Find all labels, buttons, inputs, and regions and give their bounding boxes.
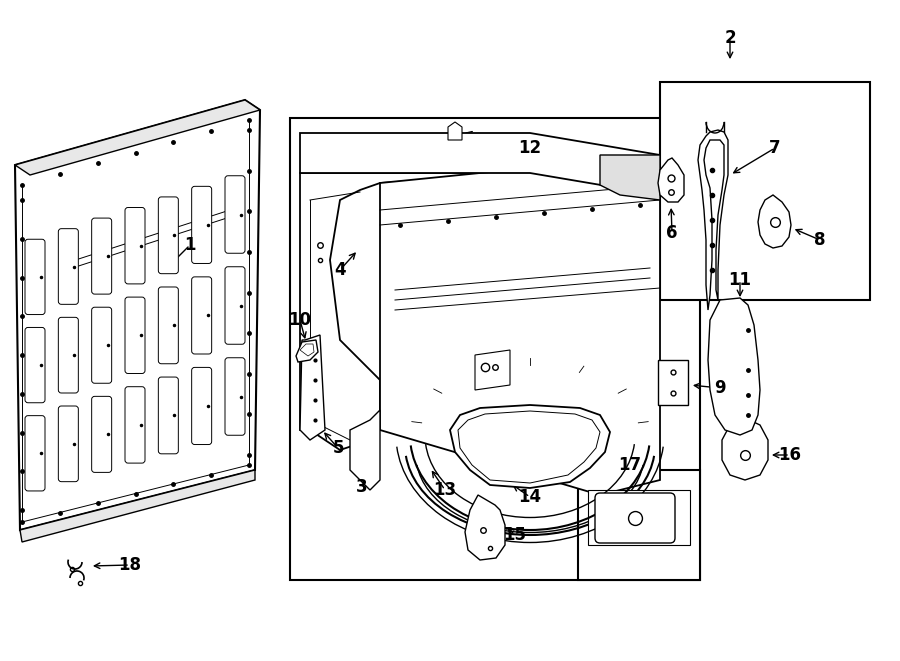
FancyBboxPatch shape [225,176,245,253]
Text: 18: 18 [119,556,141,574]
Text: 14: 14 [518,488,542,506]
FancyBboxPatch shape [25,327,45,403]
Polygon shape [658,158,684,202]
Text: 5: 5 [332,439,344,457]
FancyBboxPatch shape [125,387,145,463]
Polygon shape [20,470,255,542]
Polygon shape [758,195,791,248]
FancyBboxPatch shape [192,368,211,445]
FancyBboxPatch shape [25,416,45,491]
FancyBboxPatch shape [125,297,145,373]
Polygon shape [722,418,768,480]
FancyBboxPatch shape [595,493,675,543]
Polygon shape [708,298,760,435]
FancyBboxPatch shape [192,277,211,354]
Text: 3: 3 [356,478,368,496]
Polygon shape [458,411,600,483]
Polygon shape [588,490,690,545]
FancyBboxPatch shape [58,317,78,393]
FancyBboxPatch shape [158,377,178,454]
Polygon shape [15,100,260,530]
FancyBboxPatch shape [58,229,78,304]
FancyBboxPatch shape [192,186,211,264]
Text: 8: 8 [814,231,826,249]
Polygon shape [600,155,660,200]
Polygon shape [300,335,325,440]
Text: 7: 7 [770,139,781,157]
Polygon shape [450,405,610,488]
Polygon shape [300,173,530,450]
FancyBboxPatch shape [92,307,112,383]
Text: 17: 17 [618,456,642,474]
Polygon shape [290,118,700,580]
Text: 15: 15 [503,526,526,544]
FancyBboxPatch shape [92,397,112,473]
FancyBboxPatch shape [125,208,145,284]
Polygon shape [465,495,505,560]
Polygon shape [300,133,660,195]
Polygon shape [448,122,462,140]
Polygon shape [475,350,510,390]
FancyBboxPatch shape [225,267,245,344]
Text: 12: 12 [518,139,542,157]
Polygon shape [698,130,728,310]
Text: 10: 10 [289,311,311,329]
Text: 9: 9 [715,379,725,397]
Polygon shape [350,410,380,490]
Polygon shape [15,100,260,175]
Polygon shape [660,82,870,300]
Polygon shape [380,155,660,495]
Polygon shape [300,344,314,356]
Text: 16: 16 [778,446,802,464]
Polygon shape [296,340,318,362]
FancyBboxPatch shape [58,406,78,482]
Text: 1: 1 [184,236,196,254]
Polygon shape [658,360,688,405]
Text: 6: 6 [666,224,678,242]
FancyBboxPatch shape [25,239,45,315]
FancyBboxPatch shape [225,358,245,435]
Text: 11: 11 [728,271,752,289]
FancyBboxPatch shape [158,287,178,364]
Text: 2: 2 [724,29,736,47]
Text: 4: 4 [334,261,346,279]
FancyBboxPatch shape [158,197,178,274]
Text: 13: 13 [434,481,456,499]
Polygon shape [578,470,700,580]
FancyBboxPatch shape [92,218,112,294]
